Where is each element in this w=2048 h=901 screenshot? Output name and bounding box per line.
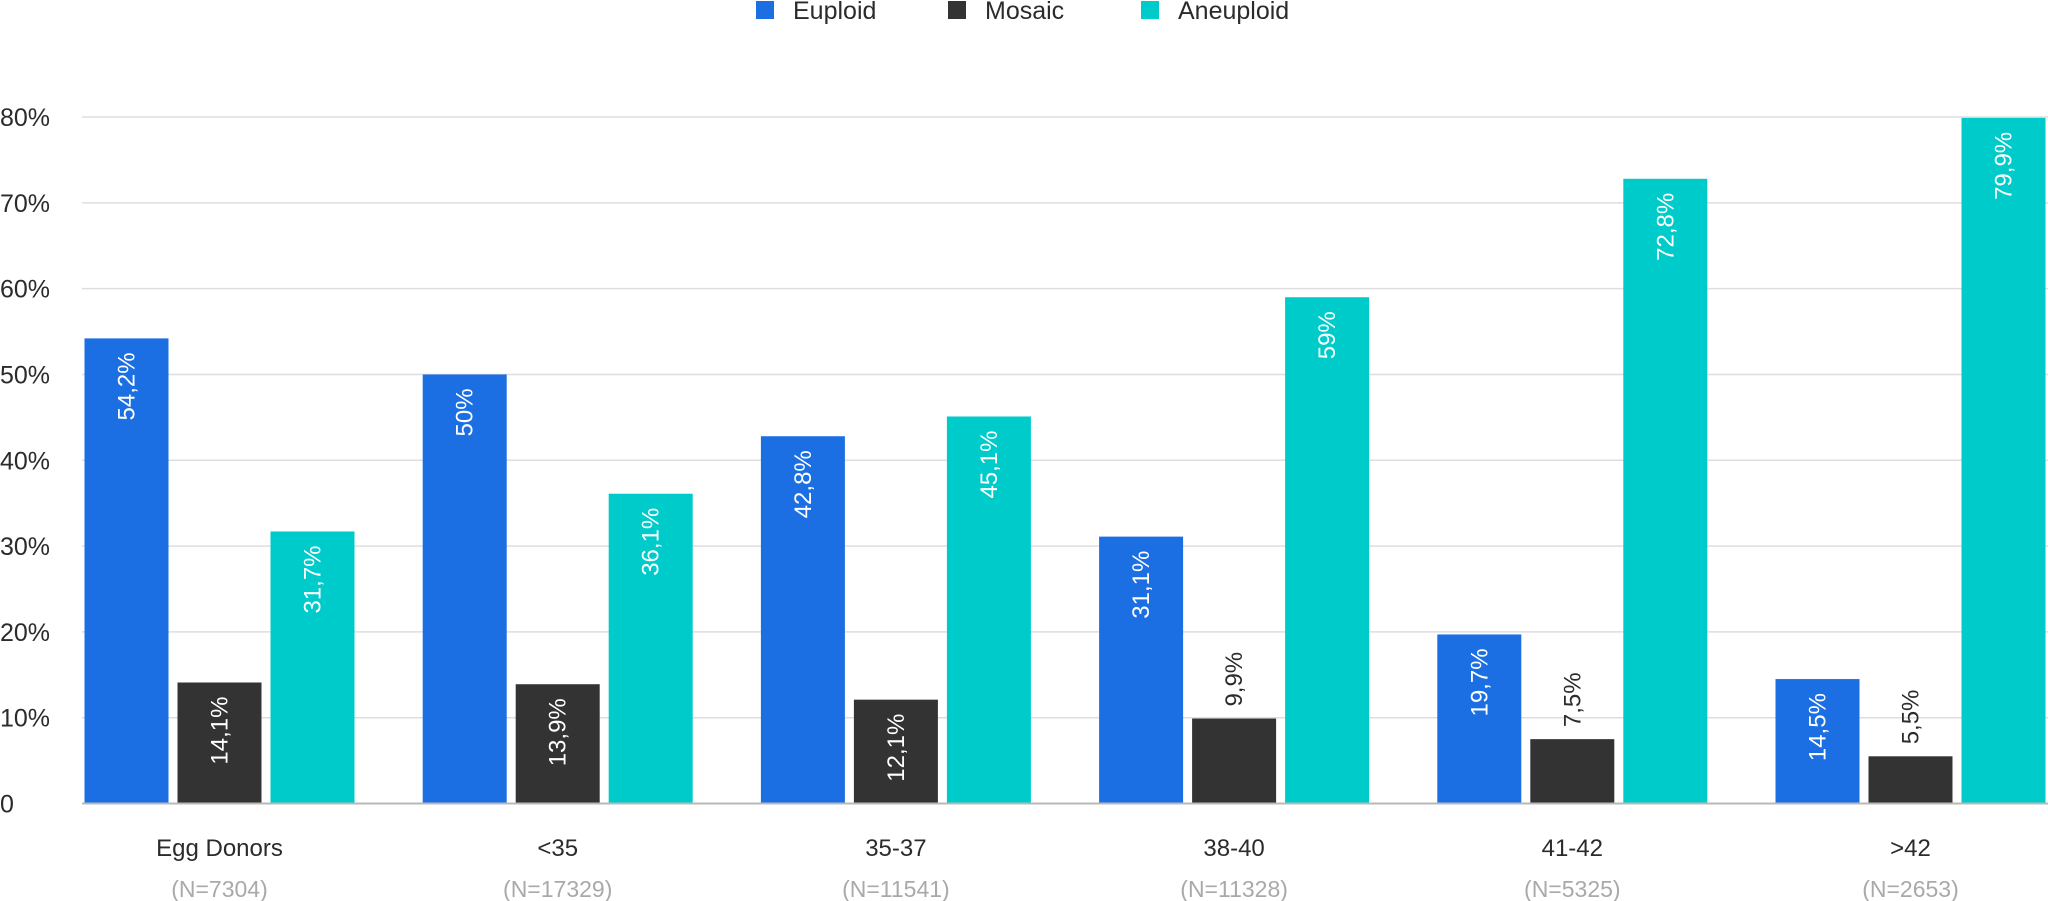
bar-value-label: 31,1% bbox=[1128, 551, 1155, 619]
bars bbox=[84, 117, 2046, 804]
y-tick-label: 40% bbox=[0, 447, 50, 475]
legend-swatch-aneuploid bbox=[1141, 1, 1159, 19]
bar-value-label: 59% bbox=[1314, 311, 1341, 359]
bar-euploid bbox=[1437, 634, 1522, 804]
bar-aneuploid bbox=[1623, 178, 1708, 804]
bar-value-label: 45,1% bbox=[976, 430, 1003, 498]
bar-aneuploid bbox=[1961, 117, 2046, 804]
bar-aneuploid bbox=[946, 416, 1031, 804]
bar-value-label: 50% bbox=[452, 388, 479, 436]
bar-aneuploid bbox=[1285, 297, 1370, 804]
x-sample-size-label: (N=11328) bbox=[1180, 876, 1288, 901]
legend-label-mosaic: Mosaic bbox=[985, 0, 1064, 25]
bar-euploid bbox=[84, 338, 169, 804]
bar-aneuploid bbox=[608, 493, 693, 804]
bar-value-label: 42,8% bbox=[790, 450, 817, 518]
y-tick-label: 60% bbox=[0, 276, 50, 304]
y-axis-ticks: 0 10% 20% 30% 40% 50% 60% 70% 80% bbox=[0, 104, 50, 819]
bar-value-label: 13,9% bbox=[545, 698, 572, 766]
x-category-label: 38-40 bbox=[1203, 835, 1264, 862]
bar-mosaic bbox=[853, 699, 938, 804]
bar-mosaic bbox=[515, 684, 600, 804]
bar-mosaic bbox=[1530, 739, 1615, 804]
y-tick-label: 50% bbox=[0, 361, 50, 389]
x-sample-size-label: (N=7304) bbox=[171, 876, 268, 901]
bar-value-label: 7,5% bbox=[1559, 672, 1586, 727]
x-category-label: 35-37 bbox=[865, 835, 926, 862]
legend-swatch-euploid bbox=[756, 1, 774, 19]
bar-euploid bbox=[1775, 679, 1860, 804]
y-tick-label: 70% bbox=[0, 190, 50, 218]
bar-value-label: 12,1% bbox=[883, 714, 910, 782]
bar-value-label: 72,8% bbox=[1652, 193, 1679, 261]
bar-value-label: 9,9% bbox=[1221, 652, 1248, 707]
x-axis: Egg Donors (N=7304) <35 (N=17329) 35-37 (N=11… bbox=[82, 802, 2048, 901]
y-tick-label: 0 bbox=[0, 791, 14, 819]
x-category-label: Egg Donors bbox=[156, 835, 283, 862]
x-sample-size-label: (N=5325) bbox=[1524, 876, 1621, 901]
bar-euploid bbox=[1099, 536, 1184, 804]
bar-aneuploid bbox=[270, 531, 355, 804]
bar-value-label: 14,1% bbox=[207, 697, 234, 765]
x-sample-size-label: (N=11541) bbox=[842, 876, 950, 901]
bar-value-label: 79,9% bbox=[1991, 132, 2018, 200]
bar-euploid bbox=[760, 436, 845, 804]
y-tick-label: 10% bbox=[0, 705, 50, 733]
bar-value-label: 36,1% bbox=[638, 508, 665, 576]
x-category-label: 41-42 bbox=[1542, 835, 1603, 862]
y-tick-label: 30% bbox=[0, 533, 50, 561]
bar-euploid bbox=[422, 374, 507, 804]
gridlines bbox=[82, 116, 2048, 719]
bar-value-label: 31,7% bbox=[300, 545, 327, 613]
x-sample-size-label: (N=17329) bbox=[503, 876, 612, 901]
bar-value-label: 14,5% bbox=[1805, 693, 1832, 761]
legend-label-euploid: Euploid bbox=[793, 0, 876, 25]
bar-value-label: 19,7% bbox=[1466, 648, 1493, 716]
x-sample-size-label: (N=2653) bbox=[1862, 876, 1959, 901]
y-tick-label: 20% bbox=[0, 619, 50, 647]
bar-mosaic bbox=[1192, 718, 1277, 804]
legend-label-aneuploid: Aneuploid bbox=[1178, 0, 1289, 25]
bar-mosaic bbox=[1868, 756, 1953, 804]
x-category-label: <35 bbox=[537, 835, 578, 862]
legend: Euploid Mosaic Aneuploid bbox=[756, 0, 1289, 25]
bar-mosaic bbox=[177, 682, 262, 804]
bar-value-label: 5,5% bbox=[1898, 690, 1925, 745]
x-category-label: >42 bbox=[1890, 835, 1931, 862]
data-labels: 54,2% 14,1% 31,7% 50% 13,9% 36,1% 42,8% 12,1% 45… bbox=[114, 132, 2018, 782]
y-tick-label: 80% bbox=[0, 104, 50, 132]
bar-value-label: 54,2% bbox=[114, 352, 141, 420]
legend-swatch-mosaic bbox=[948, 1, 966, 19]
